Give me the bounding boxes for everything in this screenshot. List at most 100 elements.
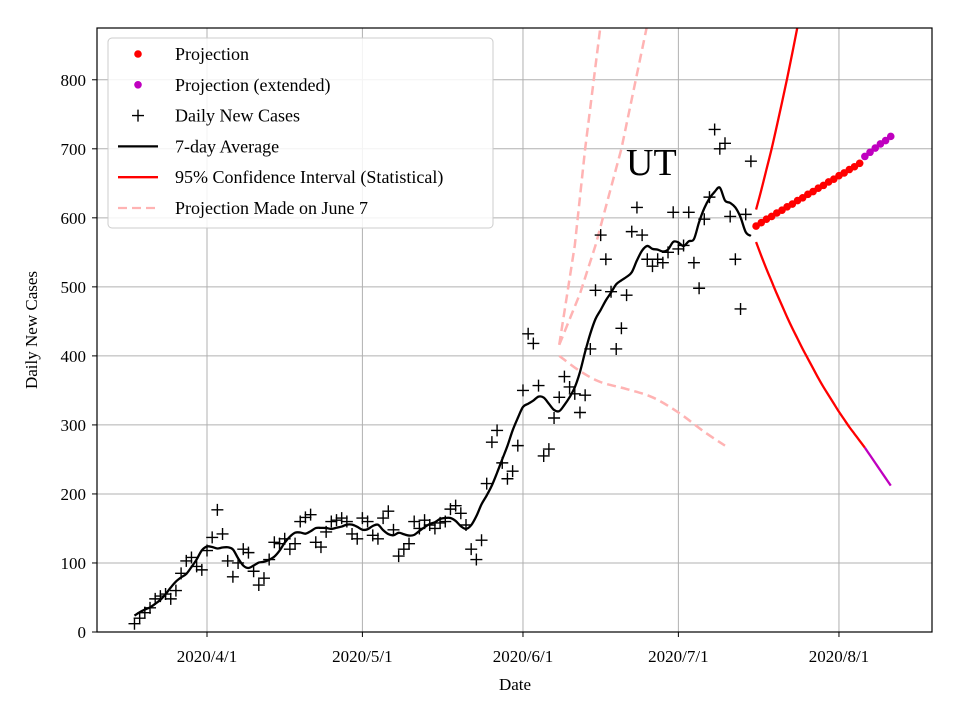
x-axis-label: Date [499, 675, 531, 694]
daily-cases-point [180, 554, 193, 567]
daily-cases-point [516, 384, 529, 397]
daily-cases-point [164, 592, 177, 605]
daily-cases-point [444, 503, 457, 516]
daily-cases-point [361, 515, 374, 528]
daily-cases-point [289, 537, 302, 550]
chart-title: UT [626, 142, 677, 184]
daily-cases-point [330, 514, 343, 527]
projection-extended-point [861, 152, 869, 161]
daily-cases-point [687, 256, 700, 269]
daily-cases-point [542, 443, 555, 456]
daily-cases-point [382, 505, 395, 518]
daily-cases-point [195, 563, 208, 576]
daily-cases-point [667, 206, 680, 219]
daily-cases-point [537, 449, 550, 462]
daily-cases-point [485, 436, 498, 449]
daily-cases-point [610, 342, 623, 355]
daily-cases-point [625, 225, 638, 238]
daily-cases-point [128, 617, 141, 630]
daily-cases-point [169, 584, 182, 597]
daily-cases-point [449, 499, 462, 512]
daily-cases-point [356, 512, 369, 525]
daily-cases-point [397, 543, 410, 556]
legend-plus-icon [132, 109, 144, 122]
daily-cases-point [594, 229, 607, 242]
projection-extended-point [886, 132, 895, 141]
daily-cases-point [377, 512, 390, 525]
daily-cases-point [304, 508, 317, 521]
daily-cases-point [744, 155, 757, 168]
daily-cases-point [242, 546, 255, 559]
daily-cases-point [185, 551, 198, 564]
ci-lower-extended-line [863, 447, 892, 487]
daily-cases-point [314, 541, 327, 554]
daily-cases-point [579, 389, 592, 402]
daily-cases-point [247, 565, 260, 578]
june7-projection-upper-slow [558, 28, 648, 346]
legend: Projection Projection (extended) Daily New… [107, 37, 494, 229]
daily-cases-point [734, 302, 747, 315]
daily-cases-point [615, 322, 628, 335]
daily-cases-point [309, 536, 322, 549]
daily-cases-point [708, 123, 721, 136]
daily-cases-point [651, 253, 664, 266]
daily-cases-point [283, 543, 296, 556]
daily-cases-point [641, 253, 654, 266]
daily-cases-point [573, 406, 586, 419]
legend-label: Projection Made on June 7 [175, 198, 368, 218]
daily-cases-point [532, 379, 545, 392]
daily-cases-point [392, 550, 405, 563]
daily-cases-point [501, 472, 514, 485]
legend-label: Projection [175, 44, 249, 64]
daily-cases-point [522, 327, 535, 340]
legend-dot-icon [134, 50, 142, 58]
x-tick-label: 2020/8/1 [809, 647, 869, 666]
daily-cases-point [418, 514, 431, 527]
daily-cases-point [506, 465, 519, 478]
june7-projection-lower [558, 354, 726, 447]
daily-cases-point [713, 142, 726, 155]
legend-label: Daily New Cases [175, 106, 300, 126]
daily-cases-point [237, 543, 250, 556]
daily-cases-point [719, 137, 731, 150]
daily-cases-point [682, 206, 695, 219]
y-tick-label: 300 [61, 416, 87, 435]
daily-cases-point [371, 532, 384, 545]
daily-cases-point [558, 370, 571, 383]
daily-cases-point [553, 391, 566, 404]
projection-extended-point [871, 144, 880, 152]
daily-cases-point [724, 210, 737, 223]
daily-cases-point [133, 612, 146, 625]
daily-cases-point [589, 284, 602, 297]
daily-cases-point [470, 553, 483, 566]
projection-extended-point [866, 148, 874, 157]
daily-cases-point [387, 523, 400, 536]
daily-cases-point [630, 201, 643, 214]
daily-cases-point [599, 253, 612, 266]
daily-cases-point [252, 579, 265, 592]
daily-cases-point [636, 229, 649, 242]
daily-cases-point [206, 531, 219, 544]
x-tick-label: 2020/6/1 [493, 647, 553, 666]
y-tick-label: 800 [61, 71, 87, 90]
daily-cases-point [226, 570, 239, 583]
daily-cases-point [739, 208, 752, 221]
daily-cases-point [480, 477, 493, 490]
daily-cases-point [257, 572, 270, 585]
legend-dot-icon [134, 81, 142, 89]
daily-cases-point [729, 253, 742, 266]
daily-cases-point [693, 282, 706, 295]
daily-cases-point [491, 424, 504, 437]
daily-cases-point [656, 256, 669, 269]
y-tick-label: 600 [61, 209, 87, 228]
legend-label: 95% Confidence Interval (Statistical) [175, 167, 443, 188]
axis-ticks: 0 100 200 300 400 500 600 700 800 2020/4/1 2020/5/… [61, 71, 870, 666]
daily-cases-point [299, 511, 312, 524]
daily-cases-point [351, 532, 364, 545]
daily-cases-point [475, 534, 488, 547]
y-tick-label: 100 [61, 554, 87, 573]
y-tick-label: 400 [61, 347, 87, 366]
x-tick-label: 2020/5/1 [332, 647, 392, 666]
y-tick-label: 200 [61, 485, 87, 504]
y-tick-label: 700 [61, 140, 87, 159]
